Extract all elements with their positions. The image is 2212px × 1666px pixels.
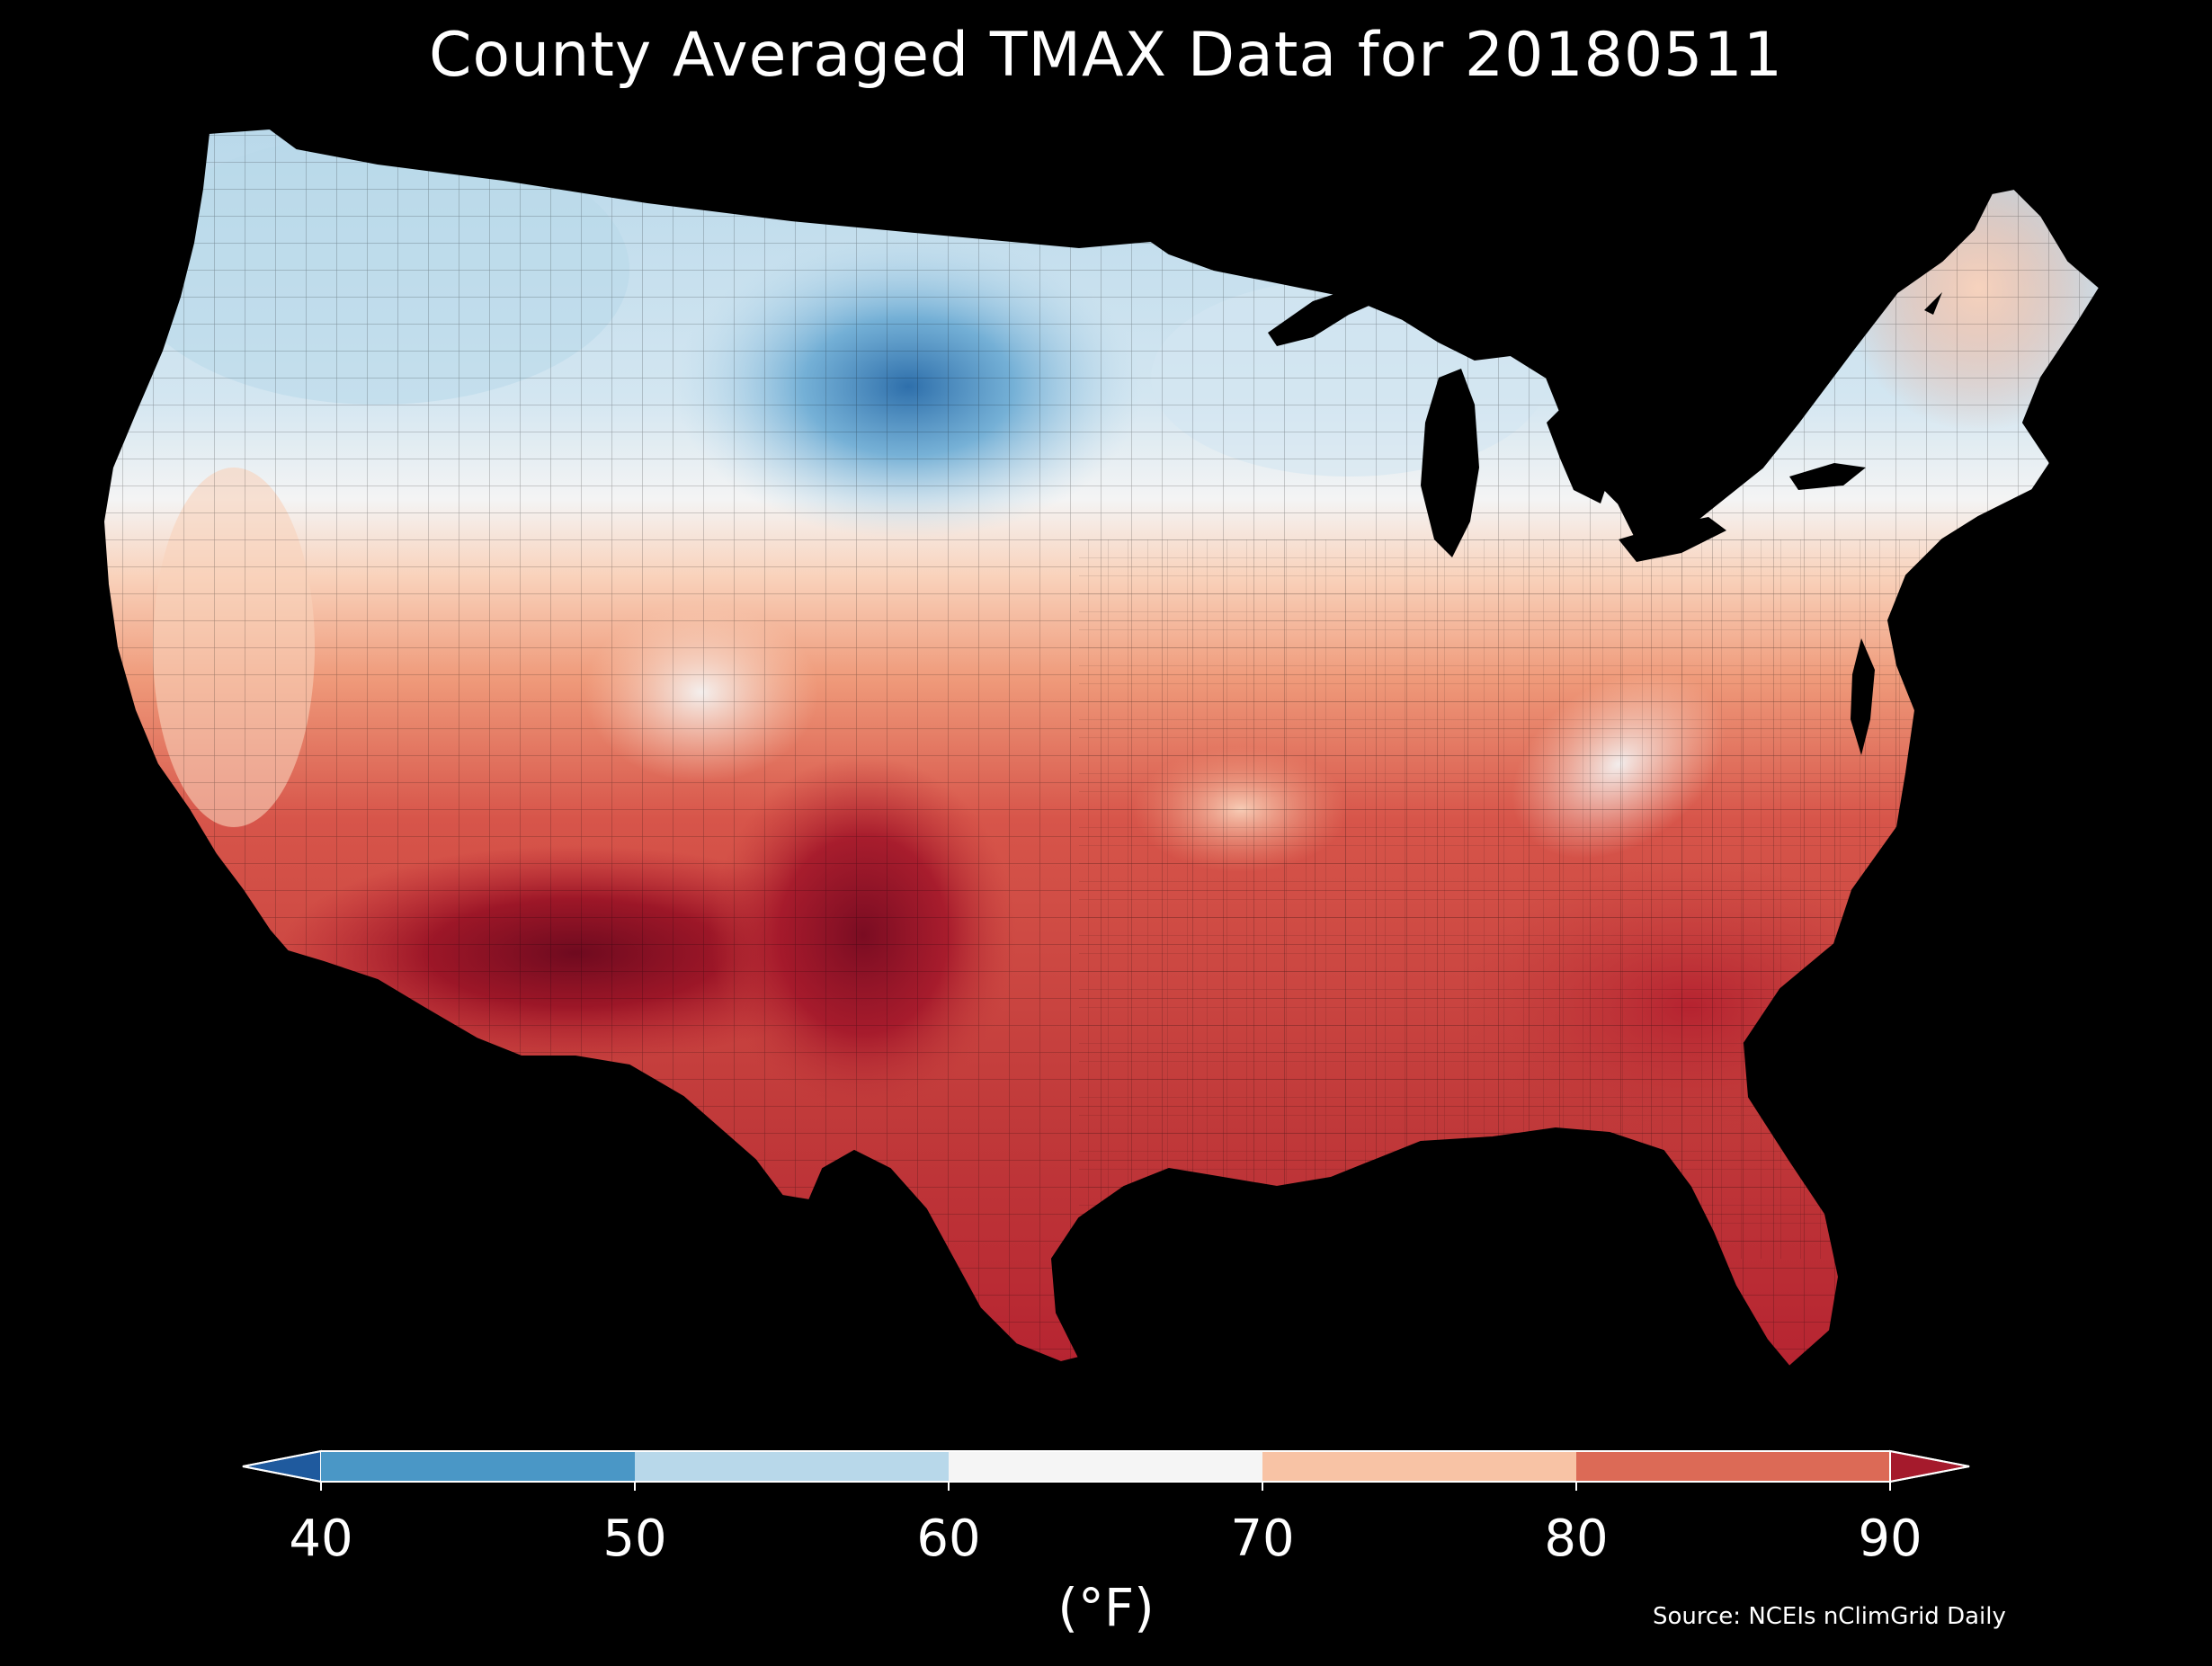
colorbar-tick-label: 70 xyxy=(1230,1510,1294,1568)
lake-erie xyxy=(1619,517,1726,562)
colorbar-bin-50-60 xyxy=(635,1451,949,1482)
maine-coast xyxy=(1897,292,1942,315)
colorbar-bins xyxy=(321,1451,1890,1482)
colorbar-tick-label: 90 xyxy=(1858,1510,1922,1568)
colorbar-bin-60-70 xyxy=(949,1451,1262,1482)
map-title: County Averaged TMAX Data for 20180511 xyxy=(429,20,1783,91)
colorbar-under-arrow xyxy=(242,1449,322,1483)
colorbar: 40 50 60 70 80 90 (°F) xyxy=(242,1449,1970,1638)
lake-michigan xyxy=(1421,369,1479,557)
source-credit: Source: NCEIs nClimGrid Daily xyxy=(1653,1603,2006,1630)
chesapeake-bay xyxy=(1851,638,1875,755)
colorbar-over-arrow xyxy=(1889,1449,1970,1483)
colorbar-tick-label: 40 xyxy=(289,1510,352,1568)
lake-superior xyxy=(1268,283,1389,346)
colorbar-ticks: 40 50 60 70 80 90 xyxy=(289,1482,1922,1568)
colorbar-tick-label: 80 xyxy=(1544,1510,1608,1568)
lake-huron xyxy=(1547,405,1610,503)
colorbar-bin-70-80 xyxy=(1262,1451,1576,1482)
colorbar-tick-label: 60 xyxy=(916,1510,980,1568)
colorbar-bin-80-90 xyxy=(1576,1451,1890,1482)
colorbar-tick-label: 50 xyxy=(602,1510,666,1568)
colorbar-bin-40-50 xyxy=(321,1451,635,1482)
colorbar-units-label: (°F) xyxy=(1057,1577,1155,1638)
lake-ontario xyxy=(1789,463,1866,490)
